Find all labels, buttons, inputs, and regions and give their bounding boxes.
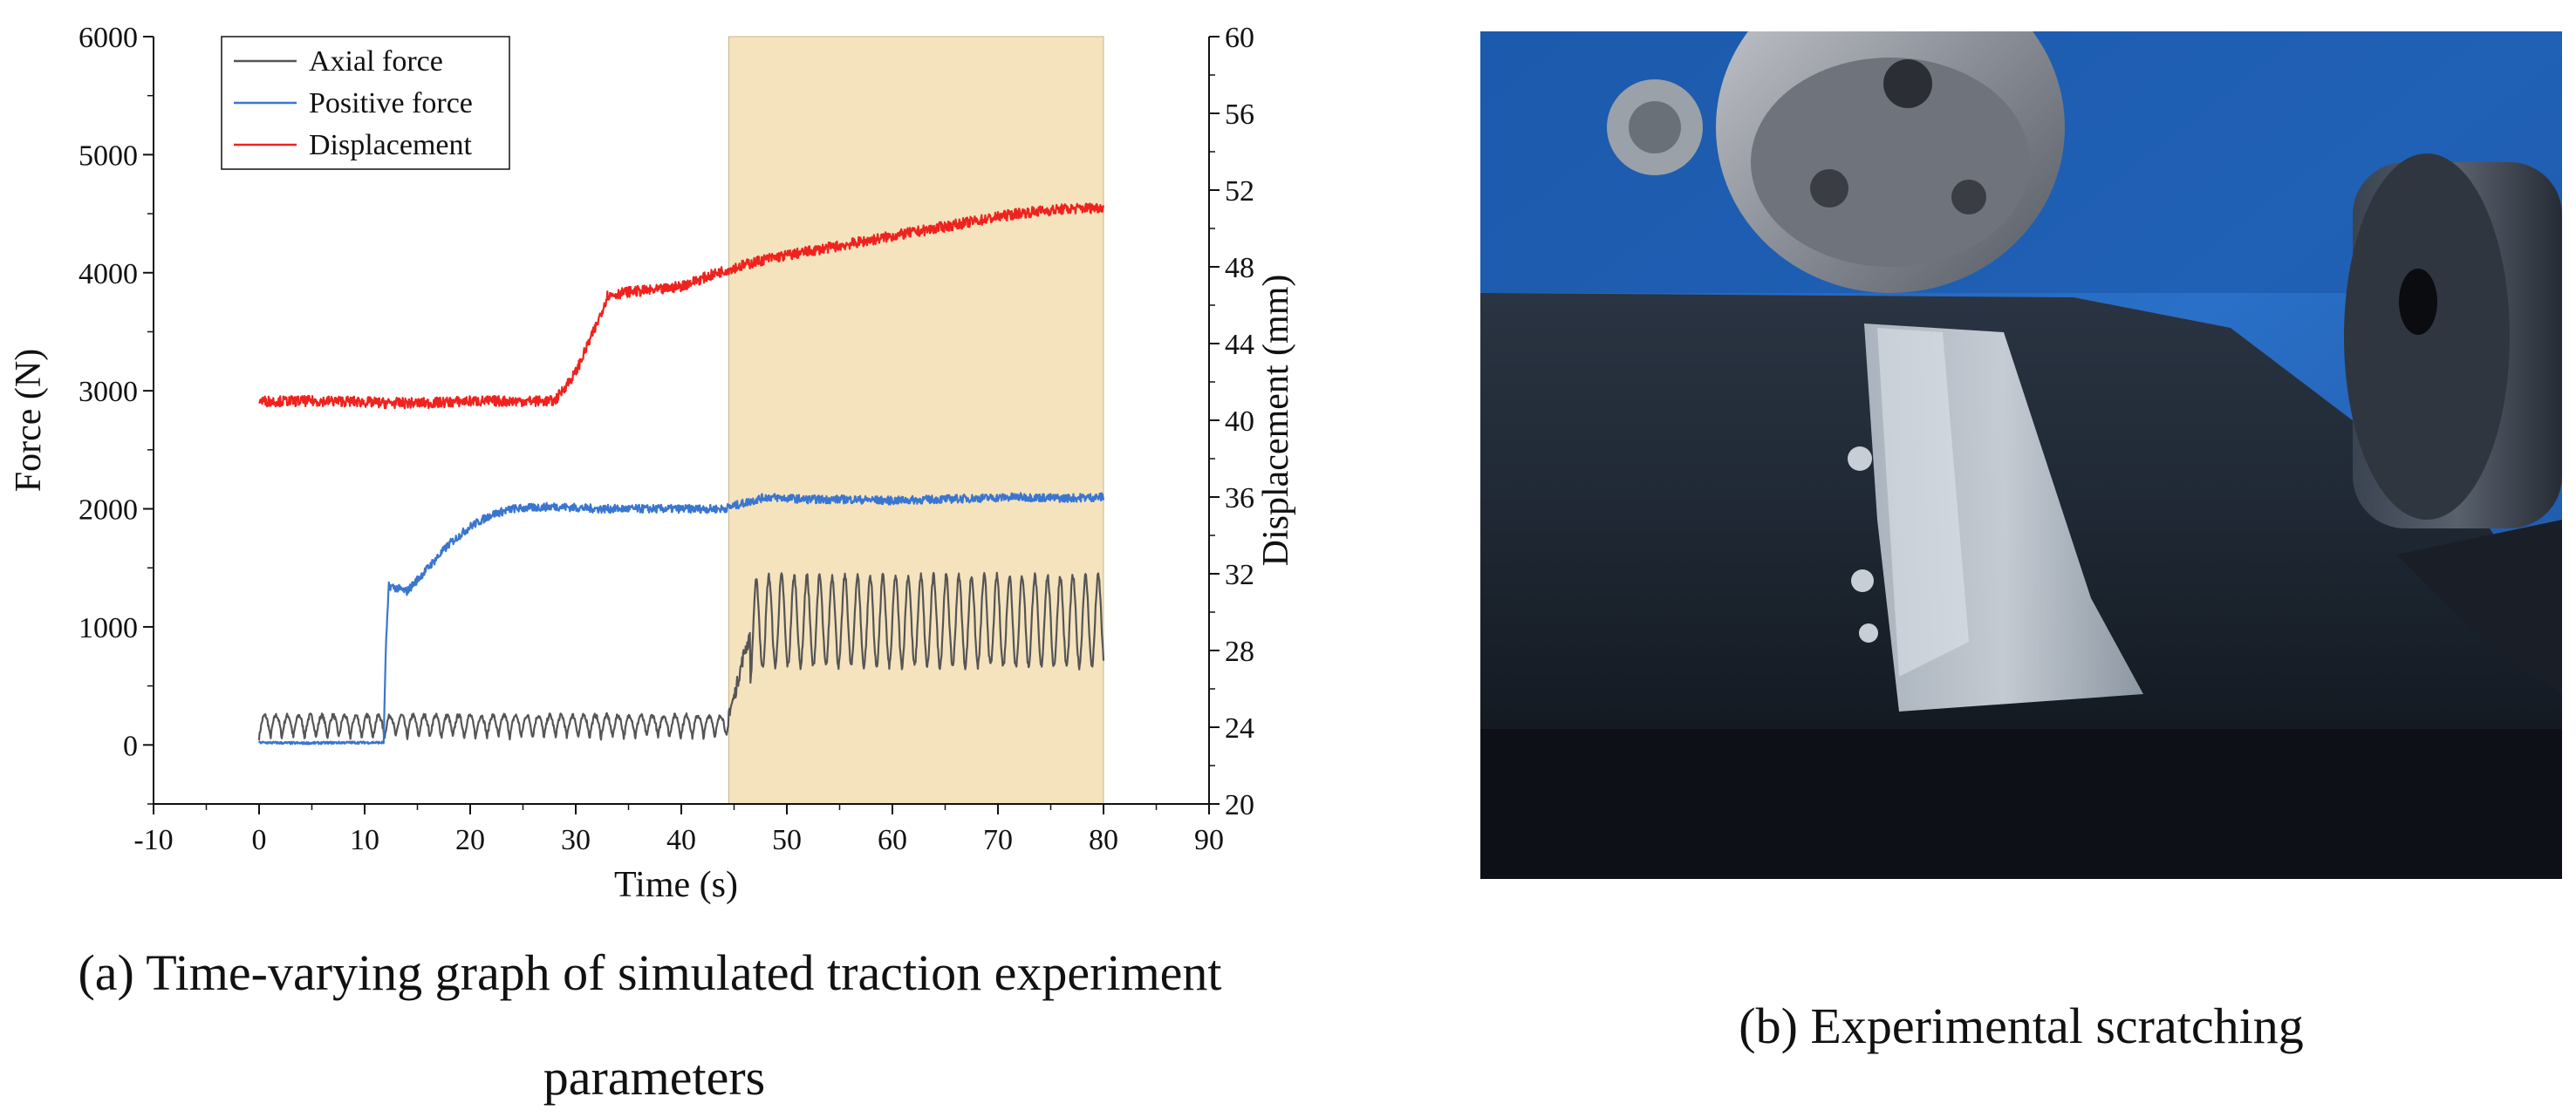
caption-a-line1: (a) Time-varying graph of simulated trac…	[78, 944, 1222, 1001]
x-tick-label-5: 40	[666, 824, 696, 856]
y-right-tick-label-7: 48	[1225, 252, 1254, 284]
caption-a-line2: parameters	[543, 1049, 766, 1106]
y-left-tick-label-2: 2000	[79, 494, 138, 527]
y-right-tick-label-0: 20	[1225, 789, 1254, 821]
x-tick-label-2: 10	[350, 824, 379, 856]
x-tick-label-10: 90	[1194, 824, 1224, 856]
x-tick-label-1: 0	[252, 824, 267, 856]
series-line-2	[258, 202, 1105, 410]
x-tick-label-0: -10	[133, 824, 173, 856]
series-line-0	[257, 571, 1105, 741]
y-axis-right-label: Displacement (mm)	[1256, 275, 1296, 567]
y-right-tick-label-9: 56	[1225, 99, 1254, 131]
legend-label-1: Positive force	[309, 87, 473, 119]
figure-a: -10 0 10 20 30 40 50 60 70 80 90 0 1000 2000 3000 4000 5…	[0, 0, 1300, 924]
x-tick-label-7: 60	[878, 824, 907, 856]
y-right-tick-label-1: 24	[1225, 712, 1254, 745]
y-right-tick-label-10: 60	[1225, 22, 1254, 54]
highlight-region	[728, 36, 1104, 805]
x-tick-label-3: 20	[455, 824, 485, 856]
chart: -10 0 10 20 30 40 50 60 70 80 90 0 1000 2000 3000 4000 5…	[9, 22, 1296, 905]
x-tick-label-6: 50	[772, 824, 802, 856]
y-right-tick-label-5: 40	[1225, 405, 1254, 438]
x-tick-label-8: 70	[983, 824, 1013, 856]
y-left-tick-label-5: 5000	[79, 140, 138, 172]
y-left-tick-label-1: 1000	[79, 612, 138, 644]
y-right-tick-label-4: 36	[1225, 482, 1254, 514]
caption-b: (b) Experimental scratching	[1739, 998, 2304, 1054]
series-line-1	[257, 492, 1105, 746]
experiment-photo	[1480, 31, 2562, 879]
y-left-tick-label-6: 6000	[79, 22, 138, 54]
x-tick-label-4: 30	[561, 824, 591, 856]
y-axis-left-label: Force (N)	[9, 349, 49, 492]
y-right-tick-label-6: 44	[1225, 329, 1254, 361]
y-left-tick-label-4: 4000	[79, 258, 138, 290]
y-right-tick-label-2: 28	[1225, 636, 1254, 668]
x-axis-label: Time (s)	[614, 865, 738, 905]
y-left-tick-label-0: 0	[123, 730, 138, 762]
y-right-tick-label-3: 32	[1225, 559, 1254, 591]
legend-label-2: Displacement	[309, 129, 472, 161]
x-tick-label-9: 80	[1089, 824, 1118, 856]
y-left-tick-label-3: 3000	[79, 376, 138, 408]
y-right-tick-label-8: 52	[1225, 175, 1254, 208]
legend-label-0: Axial force	[309, 45, 443, 78]
